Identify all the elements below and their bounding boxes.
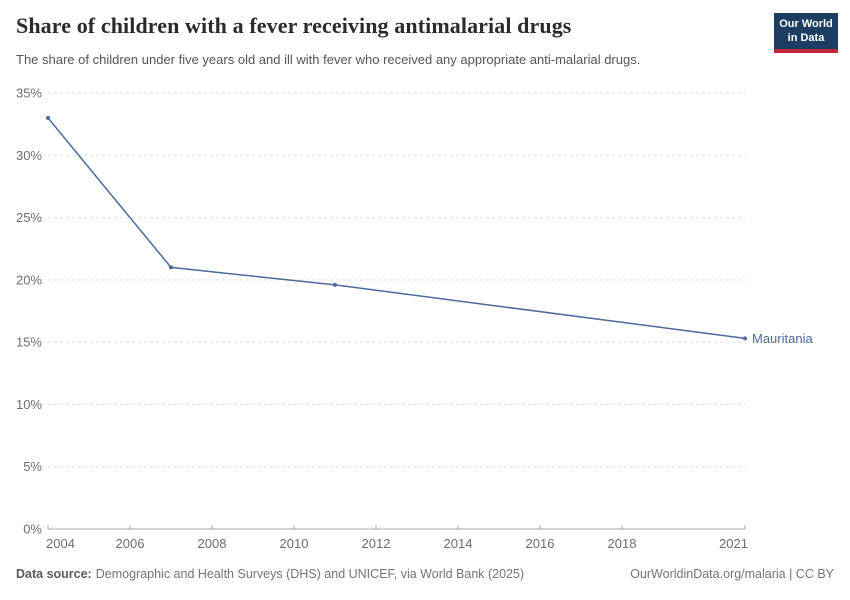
- y-tick-label: 25%: [16, 210, 42, 225]
- x-tick-label: 2021: [719, 536, 748, 551]
- owid-logo-line1: Our World: [779, 18, 833, 30]
- x-tick-label: 2004: [46, 536, 75, 551]
- owid-logo[interactable]: Our World in Data: [774, 13, 838, 53]
- owid-logo-line2: in Data: [787, 32, 825, 44]
- data-point[interactable]: [333, 282, 337, 287]
- data-source-text: Demographic and Health Surveys (DHS) and…: [95, 567, 525, 581]
- chart-title: Share of children with a fever receiving…: [16, 13, 572, 38]
- data-point[interactable]: [743, 336, 747, 341]
- data-point[interactable]: [46, 115, 50, 120]
- x-tick-label: 2006: [116, 536, 145, 551]
- series-end-label: Mauritania: [752, 331, 813, 346]
- data-source: Data source: Demographic and Health Surve…: [16, 567, 524, 581]
- y-tick-label: 20%: [16, 272, 42, 287]
- y-tick-label: 30%: [16, 148, 42, 163]
- x-tick-label: 2010: [280, 536, 309, 551]
- data-source-label: Data source:: [16, 567, 92, 581]
- x-tick-label: 2018: [608, 536, 637, 551]
- y-tick-label: 35%: [16, 86, 42, 101]
- chart-subtitle: The share of children under five years o…: [16, 52, 641, 67]
- y-tick-label: 10%: [16, 397, 42, 412]
- x-tick-label: 2008: [198, 536, 227, 551]
- y-tick-label: 15%: [16, 335, 42, 350]
- series-line-mauritania[interactable]: [47, 117, 746, 340]
- credit-line[interactable]: OurWorldinData.org/malaria | CC BY: [630, 567, 834, 581]
- x-tick-label: 2014: [444, 536, 473, 551]
- y-tick-label: 5%: [23, 459, 42, 474]
- chart-footer: Data source: Demographic and Health Surve…: [16, 567, 834, 581]
- x-tick-label: 2016: [526, 536, 555, 551]
- x-tick-label: 2012: [362, 536, 391, 551]
- data-point[interactable]: [169, 265, 173, 270]
- y-tick-label: 0%: [23, 522, 42, 537]
